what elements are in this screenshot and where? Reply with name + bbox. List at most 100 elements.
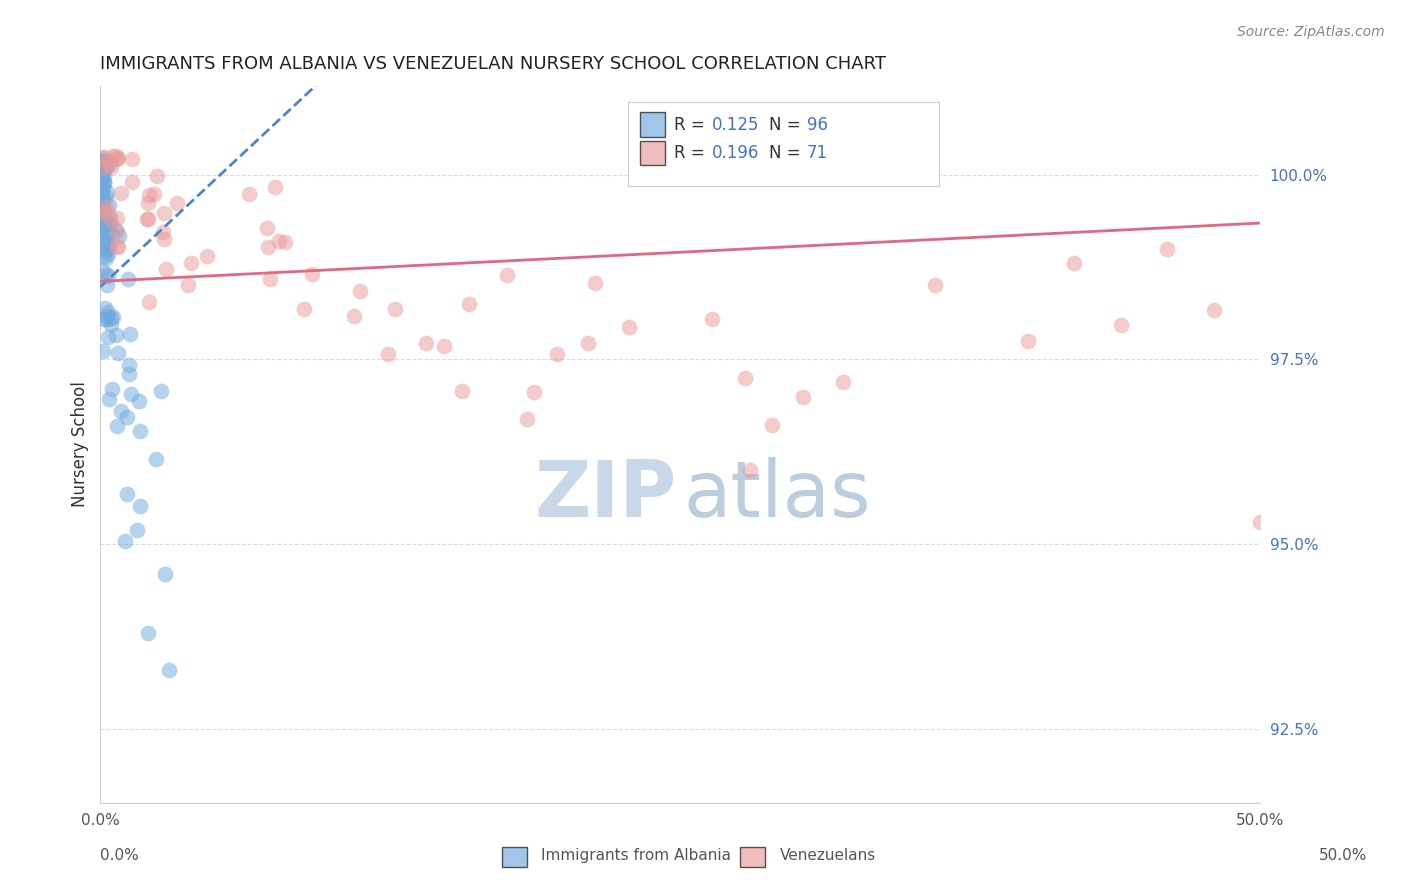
Point	[155, 262, 177, 277]
Y-axis label: Nursery School: Nursery School	[72, 382, 89, 508]
Point	[91, 153, 114, 168]
Point	[264, 180, 287, 194]
Point	[93, 312, 115, 326]
Point	[101, 310, 124, 324]
Point	[738, 463, 761, 477]
Point	[180, 256, 202, 270]
Point	[97, 305, 120, 319]
Point	[91, 175, 114, 189]
Point	[97, 225, 120, 239]
Text: 0.0%: 0.0%	[100, 848, 139, 863]
Point	[117, 272, 139, 286]
Point	[129, 499, 152, 513]
Point	[761, 417, 783, 432]
Point	[100, 311, 122, 326]
Point	[415, 336, 437, 351]
Point	[91, 160, 114, 174]
Point	[118, 367, 141, 381]
Point	[98, 218, 121, 232]
Point	[98, 157, 121, 171]
Point	[100, 213, 122, 227]
Point	[238, 187, 260, 202]
Point	[93, 249, 115, 263]
Point	[516, 412, 538, 426]
Point	[256, 240, 278, 254]
Point	[93, 176, 115, 190]
Text: 50.0%: 50.0%	[1319, 848, 1367, 863]
Point	[96, 238, 118, 252]
Point	[166, 195, 188, 210]
Point	[94, 238, 117, 252]
Text: R =: R =	[675, 116, 710, 134]
Point	[546, 347, 568, 361]
Point	[91, 165, 114, 179]
Point	[523, 384, 546, 399]
Point	[105, 225, 128, 239]
Point	[90, 184, 112, 198]
Point	[136, 212, 159, 227]
Point	[195, 249, 218, 263]
Point	[94, 200, 117, 214]
Point	[90, 153, 112, 167]
Point	[105, 239, 128, 253]
Point	[343, 309, 366, 323]
Point	[118, 359, 141, 373]
Text: N =: N =	[769, 116, 807, 134]
Point	[96, 311, 118, 326]
Point	[120, 387, 142, 401]
Point	[1063, 256, 1085, 270]
Point	[157, 663, 180, 677]
Point	[90, 186, 112, 201]
Point	[831, 375, 853, 389]
Point	[97, 330, 120, 344]
Point	[384, 301, 406, 316]
Point	[97, 235, 120, 250]
Point	[274, 235, 297, 249]
Text: N =: N =	[769, 145, 807, 162]
Point	[496, 268, 519, 282]
Point	[97, 269, 120, 284]
Point	[97, 241, 120, 255]
Point	[1017, 334, 1039, 349]
Point	[107, 240, 129, 254]
Point	[93, 213, 115, 227]
Point	[90, 263, 112, 277]
Point	[93, 175, 115, 189]
Point	[104, 149, 127, 163]
Point	[98, 198, 121, 212]
Text: Venezuelans: Venezuelans	[780, 848, 876, 863]
Text: IMMIGRANTS FROM ALBANIA VS VENEZUELAN NURSERY SCHOOL CORRELATION CHART: IMMIGRANTS FROM ALBANIA VS VENEZUELAN NU…	[100, 55, 886, 73]
Point	[1249, 515, 1271, 529]
Point	[1156, 242, 1178, 256]
Point	[90, 161, 112, 176]
Text: atlas: atlas	[683, 457, 872, 533]
Point	[91, 211, 114, 226]
Point	[91, 208, 114, 222]
Point	[138, 188, 160, 202]
Point	[121, 175, 143, 189]
Point	[700, 312, 723, 326]
Point	[256, 220, 278, 235]
Point	[1109, 318, 1132, 332]
Point	[100, 160, 122, 174]
Point	[94, 301, 117, 315]
Point	[301, 267, 323, 281]
Point	[792, 390, 814, 404]
Point	[91, 154, 114, 169]
Point	[105, 211, 128, 225]
Point	[143, 186, 166, 201]
Point	[93, 206, 115, 220]
Text: Immigrants from Albania: Immigrants from Albania	[541, 848, 731, 863]
Point	[90, 161, 112, 175]
Point	[91, 226, 114, 240]
Point	[107, 228, 129, 243]
Point	[617, 320, 640, 334]
Point	[91, 218, 114, 232]
Point	[98, 208, 121, 222]
Point	[583, 276, 606, 290]
Point	[98, 392, 121, 406]
Point	[101, 382, 124, 396]
Text: 0.125: 0.125	[711, 116, 759, 134]
Point	[107, 151, 129, 165]
Text: Source: ZipAtlas.com: Source: ZipAtlas.com	[1237, 25, 1385, 39]
